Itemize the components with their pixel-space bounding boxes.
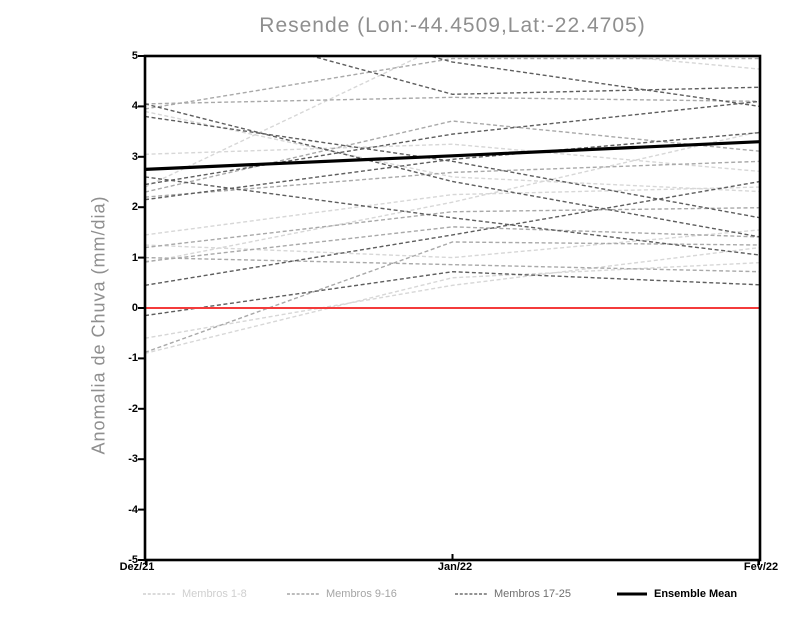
y-tick-label: 4 [131,100,138,113]
member-line [145,180,760,287]
y-tick-label: 2 [131,201,138,214]
x-tick-label-dez21: Dez/21 [119,561,155,573]
member-line [145,56,760,188]
y-tick-label: 3 [131,150,138,163]
member-line [145,246,760,339]
member-line [145,186,760,236]
y-tick-label: 0 [131,302,138,314]
legend-label: Membros 17-25 [494,588,572,600]
member-line [145,130,760,264]
x-tick-label-jan22: Jan/22 [437,561,473,573]
y-tick-label: -2 [128,402,138,415]
member-line [145,160,760,198]
legend-item-membros-1-8: Membros 1-8 [143,587,247,601]
member-line [145,176,760,256]
member-line [145,115,760,219]
legend-label: Membros 1-8 [182,588,247,600]
member-line [145,261,760,355]
legend-label: Membros 9-16 [326,588,397,600]
member-line [145,143,760,173]
member-line [145,96,760,105]
member-line [145,57,760,110]
plot-area [138,54,762,565]
member-line [145,103,760,238]
member-line [309,56,760,96]
member-line [145,100,760,186]
member-line [145,256,760,273]
legend-item-membros-9-16: Membros 9-16 [287,587,397,601]
y-tick-label: -4 [128,503,138,516]
legend-dash-swatch-dark [455,593,487,595]
y-axis-title: Anomalia de Chuva (mm/dia) [88,195,109,455]
y-tick-label: 5 [131,50,138,62]
legend-dash-swatch-light [143,593,175,595]
member-line [145,241,760,354]
member-line [145,110,760,193]
chart-title: Resende (Lon:-44.4509,Lat:-22.4705) [259,14,646,37]
legend-item-membros-17-25: Membros 17-25 [455,587,571,601]
legend-item-ensemble-mean: Ensemble Mean [617,587,737,601]
y-tick-label: -3 [128,453,138,466]
y-tick-label: 1 [131,251,138,264]
y-tick-label: -1 [128,352,138,365]
member-line [145,271,760,317]
legend-label: Ensemble Mean [654,588,738,600]
member-line [426,56,760,108]
legend-solid-swatch-mean [617,592,647,596]
y-tick-label: -5 [128,554,138,566]
ensemble-mean-line [144,140,761,171]
member-line [145,229,760,259]
legend-dash-swatch-mid [287,593,319,595]
x-tick-label-fev22: Fev/22 [743,561,779,573]
member-line [145,131,760,201]
